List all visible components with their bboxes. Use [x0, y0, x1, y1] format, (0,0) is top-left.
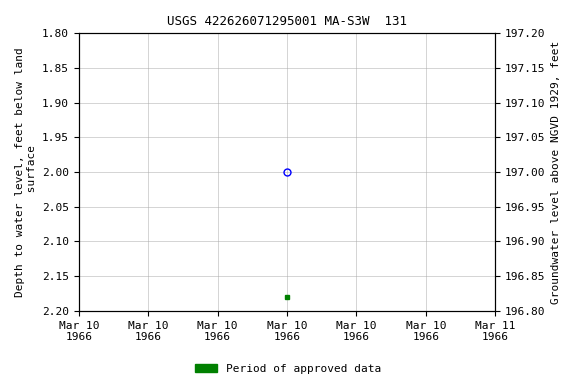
Y-axis label: Depth to water level, feet below land
 surface: Depth to water level, feet below land su… — [15, 47, 37, 297]
Legend: Period of approved data: Period of approved data — [191, 359, 385, 379]
Title: USGS 422626071295001 MA-S3W  131: USGS 422626071295001 MA-S3W 131 — [167, 15, 407, 28]
Y-axis label: Groundwater level above NGVD 1929, feet: Groundwater level above NGVD 1929, feet — [551, 40, 561, 304]
